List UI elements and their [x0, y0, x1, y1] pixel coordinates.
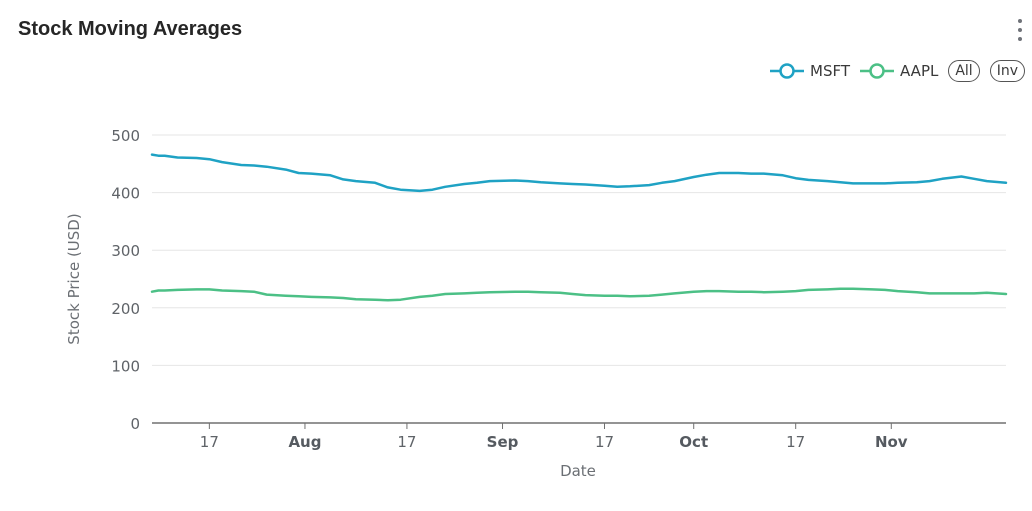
x-tick-label: Oct	[679, 433, 708, 451]
chart-title: Stock Moving Averages	[18, 18, 243, 40]
legend-item-msft[interactable]: MSFT	[770, 61, 850, 81]
y-axis-title: Stock Price (USD)	[65, 213, 83, 344]
legend-all-button[interactable]: All	[948, 60, 980, 82]
legend-marker-msft-icon	[770, 63, 804, 79]
x-tick-label: 17	[786, 433, 805, 451]
x-axis-ticks: 17 Aug 17 Sep 17 Oct 17 Nov	[200, 423, 908, 451]
legend-label-aapl: AAPL	[900, 62, 939, 80]
legend-invert-button[interactable]: Inv	[989, 60, 1025, 82]
y-axis-ticks: 0 100 200 300 400 500	[111, 127, 140, 433]
x-tick-label: Aug	[288, 433, 321, 451]
legend-marker-aapl-icon	[860, 63, 894, 79]
series-lines	[150, 153, 1008, 302]
x-tick-label: Sep	[487, 433, 519, 451]
y-tick-label: 100	[111, 357, 140, 375]
menu-dot	[1018, 37, 1022, 41]
y-tick-label: 200	[111, 300, 140, 318]
x-axis-title: Date	[560, 462, 596, 480]
more-vertical-icon[interactable]	[1012, 18, 1028, 44]
series-line-msft[interactable]	[150, 153, 1008, 193]
x-tick-label: 17	[397, 433, 416, 451]
menu-dot	[1018, 19, 1022, 23]
series-line-aapl[interactable]	[150, 287, 1008, 302]
y-tick-label: 0	[130, 415, 140, 433]
x-tick-label: Nov	[875, 433, 908, 451]
legend: MSFT AAPL All Inv	[770, 60, 1025, 82]
x-tick-label: 17	[595, 433, 614, 451]
y-tick-label: 500	[111, 127, 140, 145]
x-tick-label: 17	[200, 433, 219, 451]
menu-dot	[1018, 28, 1022, 32]
legend-item-aapl[interactable]: AAPL	[860, 61, 938, 81]
legend-label-msft: MSFT	[810, 62, 850, 80]
y-tick-label: 400	[111, 185, 140, 203]
grid-lines	[152, 134, 1006, 424]
y-tick-label: 300	[111, 242, 140, 260]
